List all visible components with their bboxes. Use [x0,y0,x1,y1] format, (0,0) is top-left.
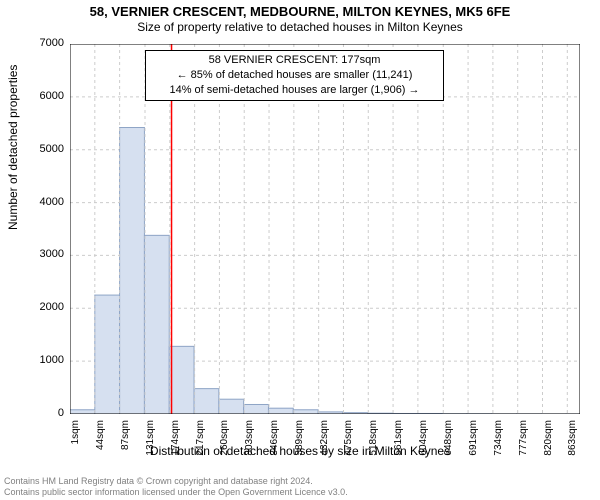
y-axis-label: Number of detached properties [6,65,20,230]
annotation-box: 58 VERNIER CRESCENT: 177sqm ← 85% of det… [145,50,444,101]
x-axis-label: Distribution of detached houses by size … [0,444,600,458]
y-tick-label: 0 [24,407,64,419]
chart-title-sub: Size of property relative to detached ho… [0,19,600,34]
y-tick-label: 4000 [24,196,64,208]
chart-title-main: 58, VERNIER CRESCENT, MEDBOURNE, MILTON … [0,0,600,19]
y-tick-label: 3000 [24,248,64,260]
annotation-line1: 58 VERNIER CRESCENT: 177sqm [152,53,437,68]
y-tick-label: 6000 [24,90,64,102]
y-tick-label: 7000 [24,37,64,49]
footer-attribution: Contains HM Land Registry data © Crown c… [4,476,348,499]
annotation-line3: 14% of semi-detached houses are larger (… [152,83,437,98]
y-tick-label: 5000 [24,143,64,155]
footer-line1: Contains HM Land Registry data © Crown c… [4,476,348,487]
annotation-line2: ← 85% of detached houses are smaller (11… [152,68,437,83]
footer-line2: Contains public sector information licen… [4,487,348,498]
y-tick-label: 1000 [24,354,64,366]
chart-plot-area: 58 VERNIER CRESCENT: 177sqm ← 85% of det… [70,44,580,414]
y-tick-label: 2000 [24,301,64,313]
